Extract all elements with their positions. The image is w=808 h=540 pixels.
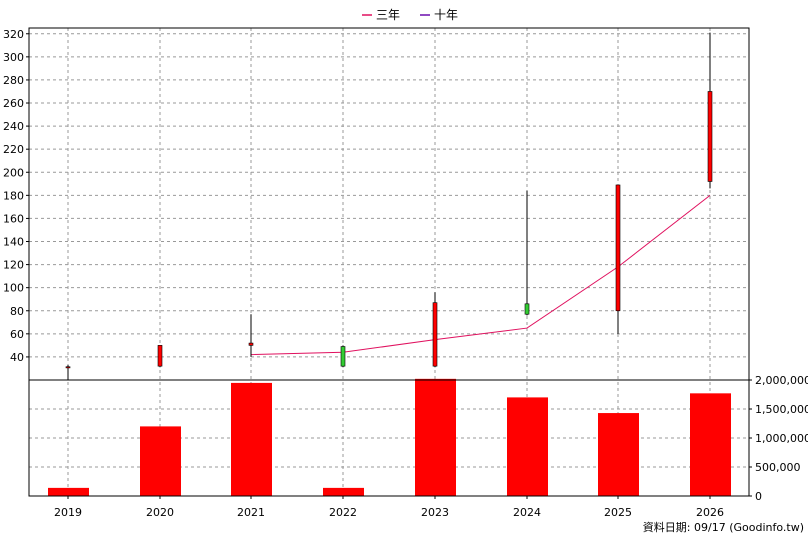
candle-body-2022	[340, 346, 346, 367]
price-tick-label: 200	[3, 166, 24, 179]
x-tick-label: 2024	[513, 506, 541, 519]
price-tick-label: 80	[10, 305, 24, 318]
legend-label: 十年	[434, 8, 458, 22]
ticks: 40 60 80 100 120 140 160 180 200 220 240 260 280 300 3…	[3, 28, 808, 519]
x-tick-label: 2020	[146, 506, 174, 519]
footer-date-source: 資料日期: 09/17 (Goodinfo.tw)	[643, 520, 804, 534]
legend-label: 三年	[376, 8, 400, 22]
volume-bar-2022	[323, 487, 364, 496]
x-tick-label: 2025	[604, 506, 632, 519]
legend: 三年 十年	[362, 8, 458, 22]
price-tick-label: 320	[3, 28, 24, 41]
grid	[29, 28, 749, 496]
volume-bar-2020	[140, 426, 181, 496]
axes	[28, 27, 750, 497]
volume-bar-2023	[415, 378, 456, 496]
price-tick-label: 180	[3, 189, 24, 202]
x-tick-label: 2022	[329, 506, 357, 519]
price-tick-label: 220	[3, 143, 24, 156]
volume-bar-2025	[598, 413, 639, 496]
candle-body-2026	[707, 91, 713, 182]
candle-body-2025	[615, 184, 621, 312]
candle-body-2023	[432, 302, 438, 367]
price-tick-label: 280	[3, 74, 24, 87]
x-tick-label: 2026	[696, 506, 724, 519]
x-tick-label: 2019	[54, 506, 82, 519]
price-tick-label: 240	[3, 120, 24, 133]
plot-frame	[28, 27, 750, 497]
candle-body-2020	[157, 345, 163, 367]
candle-body-2019	[65, 366, 71, 369]
candles	[65, 32, 713, 380]
price-tick-label: 40	[10, 351, 24, 364]
candle-body-2021	[248, 342, 254, 346]
volume-bar-2019	[48, 487, 89, 496]
candle-body-2024	[524, 303, 530, 315]
price-tick-label: 140	[3, 236, 24, 249]
volume-bar-2024	[507, 397, 548, 496]
price-tick-label: 60	[10, 328, 24, 341]
volume-bar-2026	[690, 393, 731, 496]
volume-tick-label: 1,500,000	[755, 403, 808, 416]
price-tick-label: 100	[3, 282, 24, 295]
price-tick-label: 120	[3, 259, 24, 272]
volume-bars	[48, 378, 731, 496]
x-tick-label: 2021	[237, 506, 265, 519]
price-tick-label: 300	[3, 51, 24, 64]
volume-tick-label: 0	[755, 490, 762, 503]
x-tick-label: 2023	[421, 506, 449, 519]
price-tick-label: 260	[3, 97, 24, 110]
price-tick-label: 160	[3, 212, 24, 225]
volume-tick-label: 1,000,000	[755, 432, 808, 445]
volume-tick-label: 500,000	[755, 461, 801, 474]
volume-tick-label: 2,000,000	[755, 374, 808, 387]
line-layer	[250, 194, 711, 356]
line-series-三年	[250, 194, 711, 356]
volume-bar-2021	[231, 382, 272, 496]
